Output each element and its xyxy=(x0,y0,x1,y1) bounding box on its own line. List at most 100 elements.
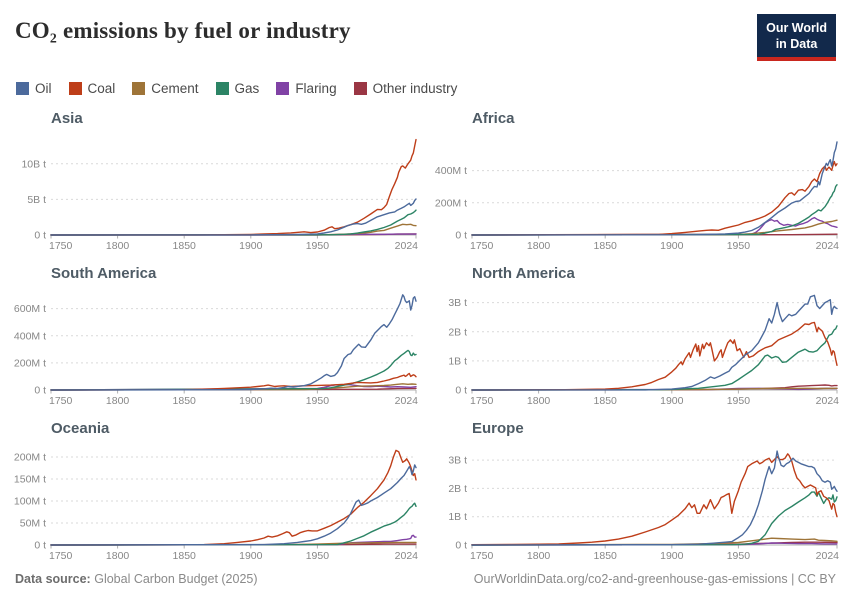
series-line-oil xyxy=(471,141,838,236)
legend-label: Oil xyxy=(35,80,52,96)
legend-item-gas: Gas xyxy=(215,80,260,96)
series-line-gas xyxy=(50,209,417,236)
x-tick-label: 2024 xyxy=(395,550,419,562)
chart-panel-south-america: South America 0 t 200M t 400M t 600M t 1750 18… xyxy=(8,265,422,415)
legend-item-oil: Oil xyxy=(16,81,52,96)
x-tick-label: 1750 xyxy=(49,550,73,562)
x-tick-label: 2024 xyxy=(395,240,419,252)
owid-logo-line1: Our World xyxy=(766,21,827,35)
credit-line: OurWorldinData.org/co2-and-greenhouse-ga… xyxy=(473,572,836,586)
data-source-value: Global Carbon Budget (2025) xyxy=(94,572,258,586)
y-tick-label: 0 t xyxy=(34,230,46,242)
series-line-coal xyxy=(471,453,838,546)
chart-svg-europe: 0 t 1B t 2B t 3B t 1750 1800 1850 1900 1950 2024 xyxy=(448,450,840,562)
x-tick-label: 1800 xyxy=(106,550,130,562)
x-tick-label: 1900 xyxy=(660,550,684,562)
x-tick-label: 1850 xyxy=(594,395,618,407)
series-line-cement xyxy=(50,223,417,236)
data-source-label: Data source: xyxy=(15,572,91,586)
x-tick-label: 1800 xyxy=(106,240,130,252)
series-line-coal xyxy=(50,139,417,236)
y-tick-label: 0 t xyxy=(455,540,467,552)
x-tick-label: 1950 xyxy=(306,550,330,562)
legend-label: Flaring xyxy=(295,80,337,96)
legend-swatch-coal xyxy=(68,81,82,95)
series-line-gas xyxy=(50,502,417,546)
footer: Data source: Global Carbon Budget (2025)… xyxy=(10,572,840,588)
page-title: CO₂ emissions by fuel or industry xyxy=(15,18,351,43)
x-tick-label: 1800 xyxy=(527,395,551,407)
x-tick-label: 1800 xyxy=(106,395,130,407)
y-tick-label: 2B t xyxy=(448,327,467,339)
y-tick-label: 150M t xyxy=(14,474,46,486)
x-tick-label: 1950 xyxy=(727,550,751,562)
series-line-gas xyxy=(471,491,838,546)
x-tick-label: 1800 xyxy=(527,550,551,562)
chart-svg-north-america: 0 t 1B t 2B t 3B t 1750 1800 1850 1900 1950 2024 xyxy=(448,294,839,407)
series-line-gas xyxy=(50,349,417,391)
series-line-oil xyxy=(471,450,838,546)
chart-panel-europe: Europe 0 t 1B t 2B t 3B t 1750 1800 1850 1900 195… xyxy=(429,420,843,570)
chart-panel-oceania: Oceania 0 t 50M t 100M t 150M t 200M t 1750 180… xyxy=(8,420,422,570)
y-tick-label: 0 t xyxy=(34,540,46,552)
x-tick-label: 2024 xyxy=(816,550,840,562)
series-line-oil xyxy=(50,198,417,236)
legend-item-coal: Coal xyxy=(68,80,116,96)
x-tick-label: 1750 xyxy=(49,240,73,252)
y-tick-label: 1B t xyxy=(448,356,467,368)
chart-panel-africa: Africa 0 t 200M t 400M t 1750 1800 1850 1900 195… xyxy=(429,110,843,260)
legend-label: Gas xyxy=(234,80,260,96)
x-tick-label: 1850 xyxy=(173,550,197,562)
series-line-coal xyxy=(50,449,417,546)
x-tick-label: 2024 xyxy=(395,395,419,407)
x-tick-label: 1900 xyxy=(660,240,684,252)
y-tick-label: 200M t xyxy=(14,358,46,370)
header: CO₂ emissions by fuel or industry Our Wo… xyxy=(10,12,840,62)
x-tick-label: 1850 xyxy=(173,240,197,252)
legend-label: Coal xyxy=(87,80,116,96)
series-line-oil xyxy=(50,294,417,391)
y-tick-label: 3B t xyxy=(448,297,467,309)
y-tick-label: 1B t xyxy=(448,511,467,523)
x-tick-label: 1850 xyxy=(173,395,197,407)
owid-logo: Our World in Data xyxy=(757,14,836,62)
x-tick-label: 1850 xyxy=(594,550,618,562)
series-line-cement xyxy=(471,387,838,391)
legend-item-flaring: Flaring xyxy=(276,80,337,96)
chart-title-europe: Europe xyxy=(472,420,524,438)
x-tick-label: 1950 xyxy=(727,240,751,252)
x-tick-label: 1900 xyxy=(239,550,263,562)
series-line-oil xyxy=(50,464,417,546)
chart-title-asia: Asia xyxy=(51,110,83,128)
y-tick-label: 200M t xyxy=(435,198,467,210)
chart-title-africa: Africa xyxy=(472,110,515,128)
y-tick-label: 50M t xyxy=(20,518,46,530)
y-tick-label: 2B t xyxy=(448,483,467,495)
chart-title-south-america: South America xyxy=(51,265,157,283)
x-tick-label: 1800 xyxy=(527,240,551,252)
legend-swatch-oil xyxy=(16,81,29,95)
chart-svg-oceania: 0 t 50M t 100M t 150M t 200M t 1750 1800 1850 19… xyxy=(14,449,419,562)
legend-swatch-flaring xyxy=(276,81,290,95)
y-tick-label: 10B t xyxy=(21,159,46,171)
x-tick-label: 1950 xyxy=(306,240,330,252)
x-tick-label: 1950 xyxy=(306,395,330,407)
series-line-gas xyxy=(471,184,838,236)
legend-swatch-cement xyxy=(132,81,146,95)
x-tick-label: 1900 xyxy=(239,395,263,407)
legend-swatch-gas xyxy=(215,81,229,95)
chart-svg-south-america: 0 t 200M t 400M t 600M t 1750 1800 1850 1900 195… xyxy=(14,294,419,407)
y-tick-label: 0 t xyxy=(455,385,467,397)
y-tick-label: 600M t xyxy=(14,303,46,315)
legend: Oil Coal Cement Gas Flaring Other industry xyxy=(16,79,840,97)
y-tick-label: 0 t xyxy=(34,385,46,397)
x-tick-label: 1750 xyxy=(470,550,494,562)
data-source: Data source: Global Carbon Budget (2025) xyxy=(15,572,258,586)
series-line-flaring xyxy=(471,217,838,236)
x-tick-label: 1900 xyxy=(660,395,684,407)
x-tick-label: 1750 xyxy=(470,240,494,252)
x-tick-label: 1950 xyxy=(727,395,751,407)
chart-svg-asia: 0 t 5B t 10B t 1750 1800 1850 1900 1950 2024 xyxy=(21,139,419,252)
y-tick-label: 3B t xyxy=(448,455,467,467)
x-tick-label: 2024 xyxy=(816,240,840,252)
